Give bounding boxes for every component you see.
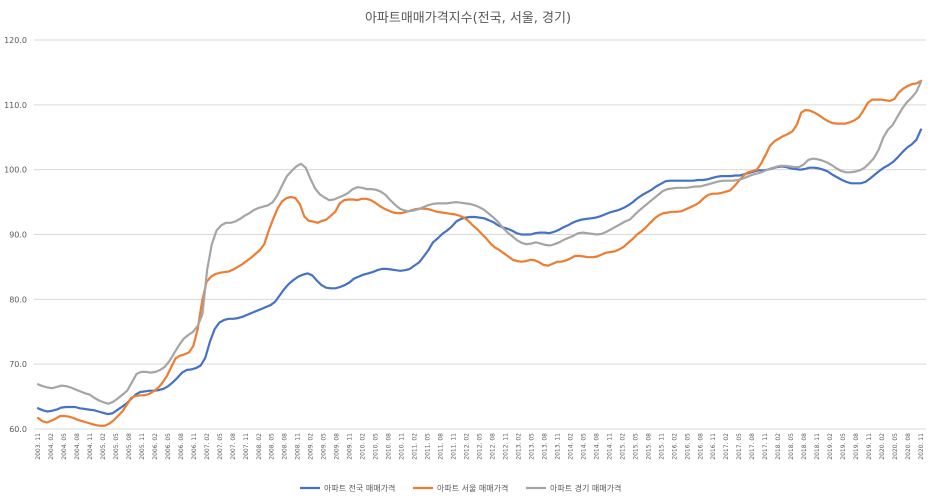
x-axis: 2003. 11 2004. 02 2004. 05 2004. 08 2004. 11… bbox=[35, 433, 925, 460]
y-tick-label: 100.0 bbox=[4, 166, 27, 175]
x-tick-label: 2004. 11 bbox=[87, 433, 94, 460]
x-tick-label: 2008. 08 bbox=[282, 433, 289, 460]
x-tick-label: 2015. 08 bbox=[645, 433, 652, 460]
x-tick-label: 2020. 05 bbox=[892, 433, 899, 460]
legend-label: 아파트 경기 매매가격 bbox=[550, 483, 621, 493]
x-tick-label: 2008. 11 bbox=[295, 433, 302, 460]
x-tick-label: 2012. 02 bbox=[464, 433, 471, 460]
series-line bbox=[36, 79, 923, 427]
x-tick-label: 2008. 02 bbox=[256, 433, 263, 460]
x-tick-label: 2019. 11 bbox=[866, 433, 873, 460]
x-tick-label: 2010. 05 bbox=[373, 433, 380, 460]
x-tick-label: 2015. 11 bbox=[658, 433, 665, 460]
x-tick-label: 2018. 11 bbox=[814, 433, 821, 460]
chart-title: 아파트매매가격지수(전국, 서울, 경기) bbox=[365, 11, 571, 26]
x-tick-label: 2013. 05 bbox=[528, 433, 535, 460]
x-tick-label: 2006. 05 bbox=[165, 433, 172, 460]
x-tick-label: 2011. 02 bbox=[412, 433, 419, 460]
x-tick-label: 2004. 05 bbox=[61, 433, 68, 460]
x-tick-label: 2014. 11 bbox=[606, 433, 613, 460]
legend: 아파트 전국 매매가격 아파트 서울 매매가격 아파트 경기 매매가격 bbox=[300, 483, 621, 493]
x-tick-label: 2011. 11 bbox=[451, 433, 458, 460]
series-lines bbox=[36, 79, 923, 427]
x-tick-label: 2010. 11 bbox=[399, 433, 406, 460]
x-tick-label: 2018. 02 bbox=[775, 433, 782, 460]
x-tick-label: 2003. 11 bbox=[35, 433, 42, 460]
x-tick-label: 2010. 08 bbox=[386, 433, 393, 460]
x-tick-label: 2016. 02 bbox=[671, 433, 678, 460]
x-tick-label: 2007. 11 bbox=[243, 433, 250, 460]
x-tick-label: 2020. 08 bbox=[905, 433, 912, 460]
x-tick-label: 2014. 05 bbox=[580, 433, 587, 460]
x-tick-label: 2009. 08 bbox=[334, 433, 341, 460]
y-tick-label: 90.0 bbox=[9, 231, 27, 240]
x-tick-label: 2016. 11 bbox=[710, 433, 717, 460]
x-tick-label: 2008. 05 bbox=[269, 433, 276, 460]
x-tick-label: 2012. 11 bbox=[502, 433, 509, 460]
x-tick-label: 2015. 02 bbox=[619, 433, 626, 460]
x-tick-label: 2020. 11 bbox=[918, 433, 925, 460]
x-tick-label: 2012. 08 bbox=[489, 433, 496, 460]
x-tick-label: 2009. 11 bbox=[347, 433, 354, 460]
x-tick-label: 2007. 05 bbox=[217, 433, 224, 460]
legend-label: 아파트 전국 매매가격 bbox=[324, 483, 395, 493]
y-tick-label: 80.0 bbox=[9, 295, 27, 304]
x-tick-label: 2016. 08 bbox=[697, 433, 704, 460]
x-tick-label: 2005. 08 bbox=[126, 433, 133, 460]
y-axis: 60.0 70.0 80.0 90.0 100.0 110.0 120.0 bbox=[4, 36, 27, 434]
y-tick-label: 70.0 bbox=[9, 360, 27, 369]
x-tick-label: 2017. 05 bbox=[736, 433, 743, 460]
series-line bbox=[36, 80, 923, 405]
x-tick-label: 2018. 05 bbox=[788, 433, 795, 460]
x-tick-label: 2005. 11 bbox=[139, 433, 146, 460]
x-tick-label: 2010. 02 bbox=[360, 433, 367, 460]
x-tick-label: 2018. 08 bbox=[801, 433, 808, 460]
x-tick-label: 2009. 05 bbox=[321, 433, 328, 460]
gridlines bbox=[34, 39, 926, 430]
y-tick-label: 60.0 bbox=[9, 425, 27, 434]
x-tick-label: 2014. 02 bbox=[567, 433, 574, 460]
x-tick-label: 2013. 08 bbox=[541, 433, 548, 460]
x-tick-label: 2019. 02 bbox=[827, 433, 834, 460]
x-tick-label: 2005. 05 bbox=[113, 433, 120, 460]
x-tick-label: 2009. 02 bbox=[308, 433, 315, 460]
y-tick-label: 110.0 bbox=[4, 101, 27, 110]
y-tick-label: 120.0 bbox=[4, 36, 27, 45]
x-tick-label: 2004. 08 bbox=[74, 433, 81, 460]
x-tick-label: 2019. 05 bbox=[840, 433, 847, 460]
x-tick-label: 2006. 02 bbox=[152, 433, 159, 460]
x-tick-label: 2007. 08 bbox=[230, 433, 237, 460]
x-tick-label: 2006. 08 bbox=[178, 433, 185, 460]
x-tick-label: 2013. 11 bbox=[554, 433, 561, 460]
x-tick-label: 2011. 08 bbox=[438, 433, 445, 460]
x-tick-label: 2013. 02 bbox=[515, 433, 522, 460]
x-tick-label: 2015. 05 bbox=[632, 433, 639, 460]
x-tick-label: 2017. 02 bbox=[723, 433, 730, 460]
x-tick-label: 2020. 02 bbox=[879, 433, 886, 460]
x-tick-label: 2017. 11 bbox=[762, 433, 769, 460]
x-tick-label: 2019. 08 bbox=[853, 433, 860, 460]
legend-label: 아파트 서울 매매가격 bbox=[437, 483, 508, 493]
x-tick-label: 2004. 02 bbox=[48, 433, 55, 460]
x-tick-label: 2006. 11 bbox=[191, 433, 198, 460]
x-tick-label: 2016. 05 bbox=[684, 433, 691, 460]
x-tick-label: 2014. 08 bbox=[593, 433, 600, 460]
x-tick-label: 2007. 02 bbox=[204, 433, 211, 460]
x-tick-label: 2017. 08 bbox=[749, 433, 756, 460]
x-tick-label: 2005. 02 bbox=[100, 433, 107, 460]
series-line bbox=[36, 128, 923, 416]
x-tick-label: 2012. 05 bbox=[477, 433, 484, 460]
x-tick-label: 2011. 05 bbox=[425, 433, 432, 460]
